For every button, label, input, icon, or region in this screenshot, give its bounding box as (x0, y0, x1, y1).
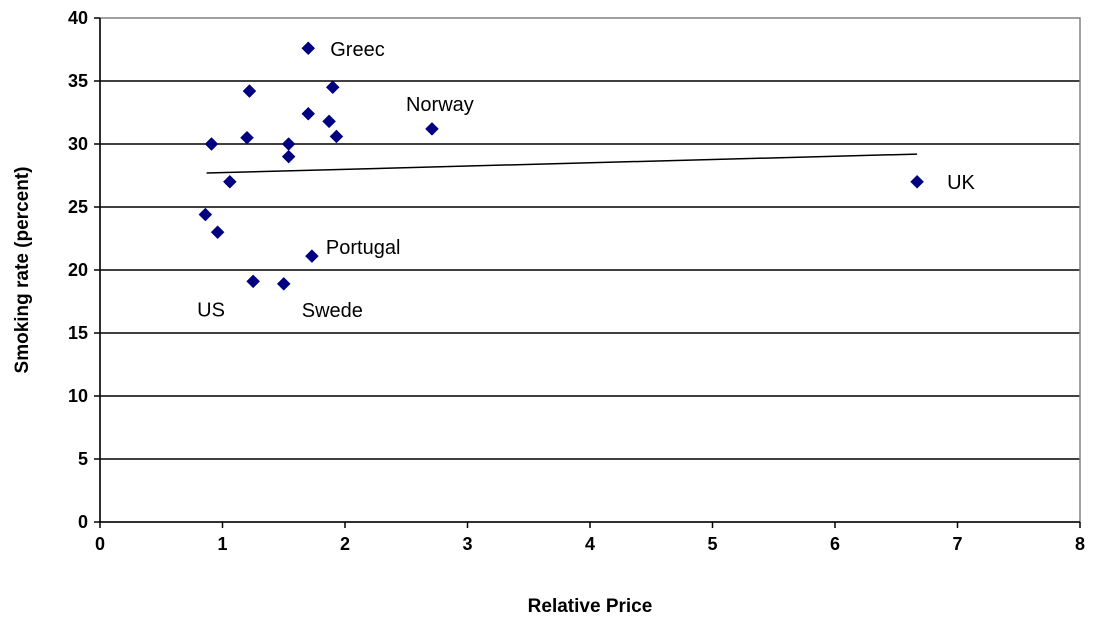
y-tick-label: 15 (68, 323, 88, 343)
data-point (210, 225, 225, 240)
gridlines (100, 80, 1080, 460)
data-point (204, 137, 219, 151)
data-point (301, 41, 316, 56)
y-tick-label: 25 (68, 197, 88, 217)
trendline-group (206, 153, 918, 174)
y-axis-title: Smoking rate (percent) (12, 167, 33, 374)
y-tick-label: 30 (68, 134, 88, 154)
data-point (242, 84, 257, 98)
data-point (425, 122, 439, 136)
x-tick-label: 5 (707, 534, 717, 554)
data-point (325, 80, 340, 95)
y-tick-label: 10 (68, 386, 88, 406)
x-tick-label: 7 (952, 534, 962, 554)
y-tick-label: 5 (78, 449, 88, 469)
x-tick-label: 3 (462, 534, 472, 554)
data-point (329, 129, 344, 144)
data-point (281, 149, 296, 164)
point-label: Greec (330, 39, 384, 61)
data-point (246, 274, 260, 289)
y-tick-label: 0 (78, 512, 88, 532)
point-label: UK (947, 172, 975, 194)
point-labels: Greec Norway UK Portugal US Swede (197, 39, 975, 322)
x-tick-label: 8 (1075, 534, 1085, 554)
data-point (198, 207, 213, 222)
data-point (240, 130, 254, 145)
point-label: Norway (406, 94, 474, 116)
x-tick-label: 0 (95, 534, 105, 554)
data-points (198, 41, 924, 291)
y-tick-label: 40 (68, 8, 88, 28)
x-tick-label: 6 (830, 534, 840, 554)
axes (94, 17, 1081, 528)
point-label: Swede (302, 300, 363, 322)
data-point (276, 277, 291, 291)
data-point (281, 137, 296, 151)
trendline (206, 153, 918, 174)
data-point (910, 174, 924, 189)
x-tick-labels: 0 1 2 3 4 5 6 7 8 (95, 534, 1085, 554)
data-point (222, 174, 237, 189)
x-tick-label: 4 (585, 534, 595, 554)
point-label: US (197, 299, 225, 321)
point-label: Portugal (326, 237, 401, 259)
y-tick-label: 20 (68, 260, 88, 280)
y-tick-label: 35 (68, 71, 88, 91)
x-axis-title: Relative Price (528, 596, 653, 617)
x-tick-label: 2 (340, 534, 350, 554)
y-tick-labels: 0 5 10 15 20 25 30 35 40 (68, 8, 88, 532)
data-point (305, 249, 319, 263)
x-tick-label: 1 (217, 534, 227, 554)
data-point (322, 114, 336, 129)
data-point (301, 106, 316, 121)
